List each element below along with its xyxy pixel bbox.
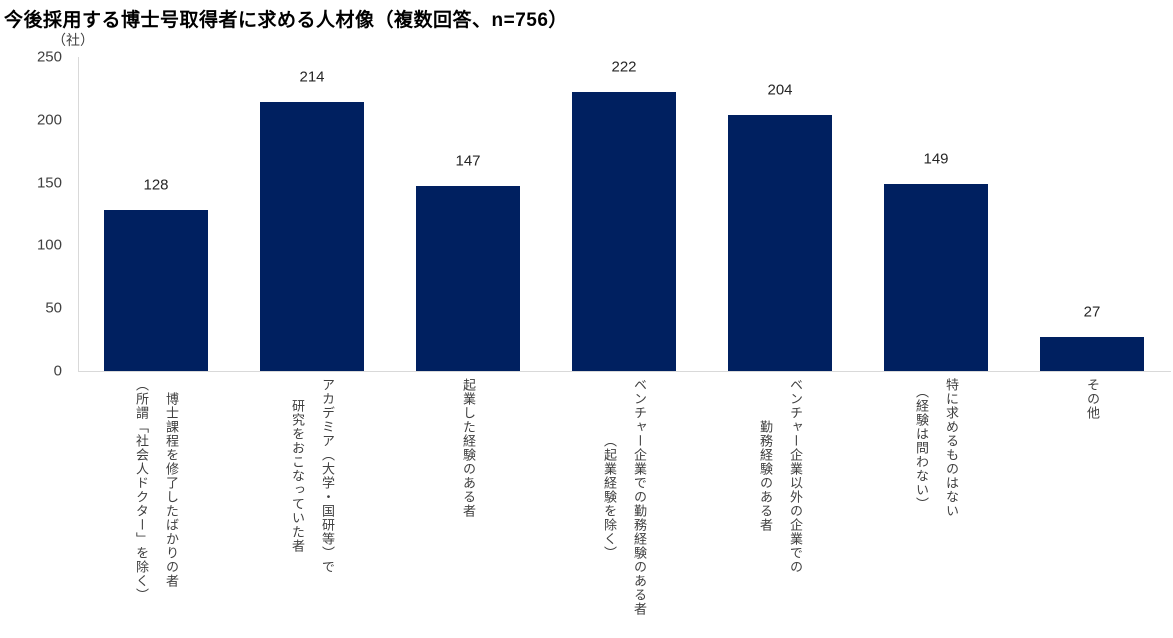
bar	[572, 92, 676, 371]
x-category-label: その他	[1085, 378, 1100, 420]
x-category-label: 博士課程を修了したばかりの者 （所謂「社会人ドクター」を除く）	[134, 378, 179, 602]
bar-value-label: 27	[1083, 303, 1101, 321]
y-tick-label: 250	[36, 48, 62, 66]
bar	[1040, 337, 1144, 371]
x-category-label: 起業した経験のある者	[461, 378, 476, 518]
bar-value-label: 149	[923, 150, 949, 168]
bar	[416, 186, 520, 371]
bar-value-label: 214	[299, 68, 325, 86]
bar	[104, 210, 208, 371]
y-tick-label: 200	[36, 111, 62, 129]
y-axis-unit-label: （社）	[52, 32, 94, 48]
x-category-label: ベンチャー企業での勤務経験のある者 （起業経験を除く）	[602, 378, 647, 616]
y-tick-label: 50	[45, 299, 62, 317]
y-tick-label: 100	[36, 236, 62, 254]
bar	[884, 183, 988, 371]
bar	[728, 114, 832, 371]
y-tick-label: 150	[36, 174, 62, 192]
bar	[260, 102, 364, 371]
x-category-label: ベンチャー企業以外の企業での 勤務経験のある者	[758, 378, 803, 574]
bar-value-label: 147	[455, 152, 481, 170]
bar-value-label: 128	[143, 176, 169, 194]
bar-value-label: 222	[611, 58, 637, 76]
x-category-label: アカデミア（大学・国研等）で 研究をおこなっていた者	[290, 378, 335, 574]
plot-area	[78, 57, 1171, 372]
bar-value-label: 204	[767, 81, 793, 99]
y-tick-label: 0	[53, 362, 62, 380]
chart-title: 今後採用する博士号取得者に求める人材像（複数回答、n=756）	[4, 10, 568, 31]
x-category-label: 特に求めるものはない （経験は問わない）	[914, 378, 959, 518]
